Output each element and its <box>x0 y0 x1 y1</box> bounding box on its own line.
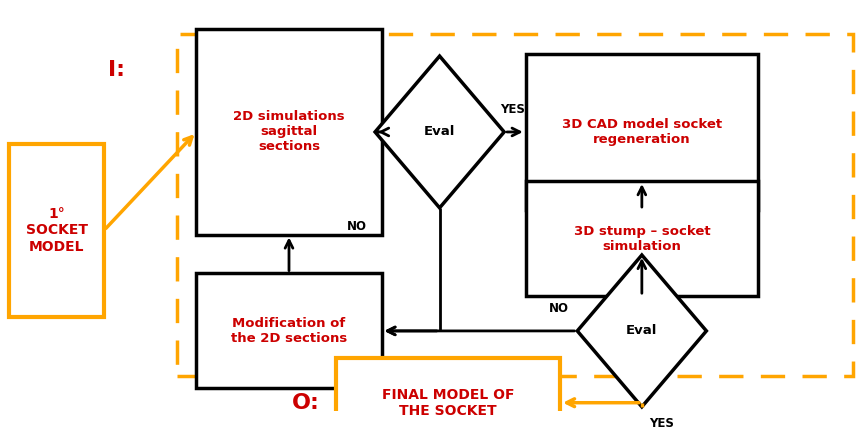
Text: 3D stump – socket
simulation: 3D stump – socket simulation <box>573 225 709 253</box>
FancyBboxPatch shape <box>336 357 560 428</box>
Text: 1°
SOCKET
MODEL: 1° SOCKET MODEL <box>26 207 88 254</box>
Text: Eval: Eval <box>424 125 455 139</box>
Text: 2D simulations
sagittal
sections: 2D simulations sagittal sections <box>233 110 344 154</box>
Polygon shape <box>375 56 504 208</box>
Text: YES: YES <box>648 417 672 428</box>
Text: O:: O: <box>292 393 319 413</box>
Polygon shape <box>577 255 705 407</box>
Text: Eval: Eval <box>625 324 657 337</box>
Text: NO: NO <box>346 220 366 233</box>
Text: Modification of
the 2D sections: Modification of the 2D sections <box>231 317 347 345</box>
FancyBboxPatch shape <box>525 54 757 210</box>
Text: I:: I: <box>108 60 125 80</box>
Text: NO: NO <box>548 302 568 315</box>
Text: 3D CAD model socket
regeneration: 3D CAD model socket regeneration <box>561 118 721 146</box>
FancyBboxPatch shape <box>525 181 757 296</box>
Text: FINAL MODEL OF
THE SOCKET: FINAL MODEL OF THE SOCKET <box>381 388 514 418</box>
Text: YES: YES <box>499 103 524 116</box>
FancyBboxPatch shape <box>196 273 381 388</box>
FancyBboxPatch shape <box>9 144 104 317</box>
FancyBboxPatch shape <box>196 30 381 235</box>
